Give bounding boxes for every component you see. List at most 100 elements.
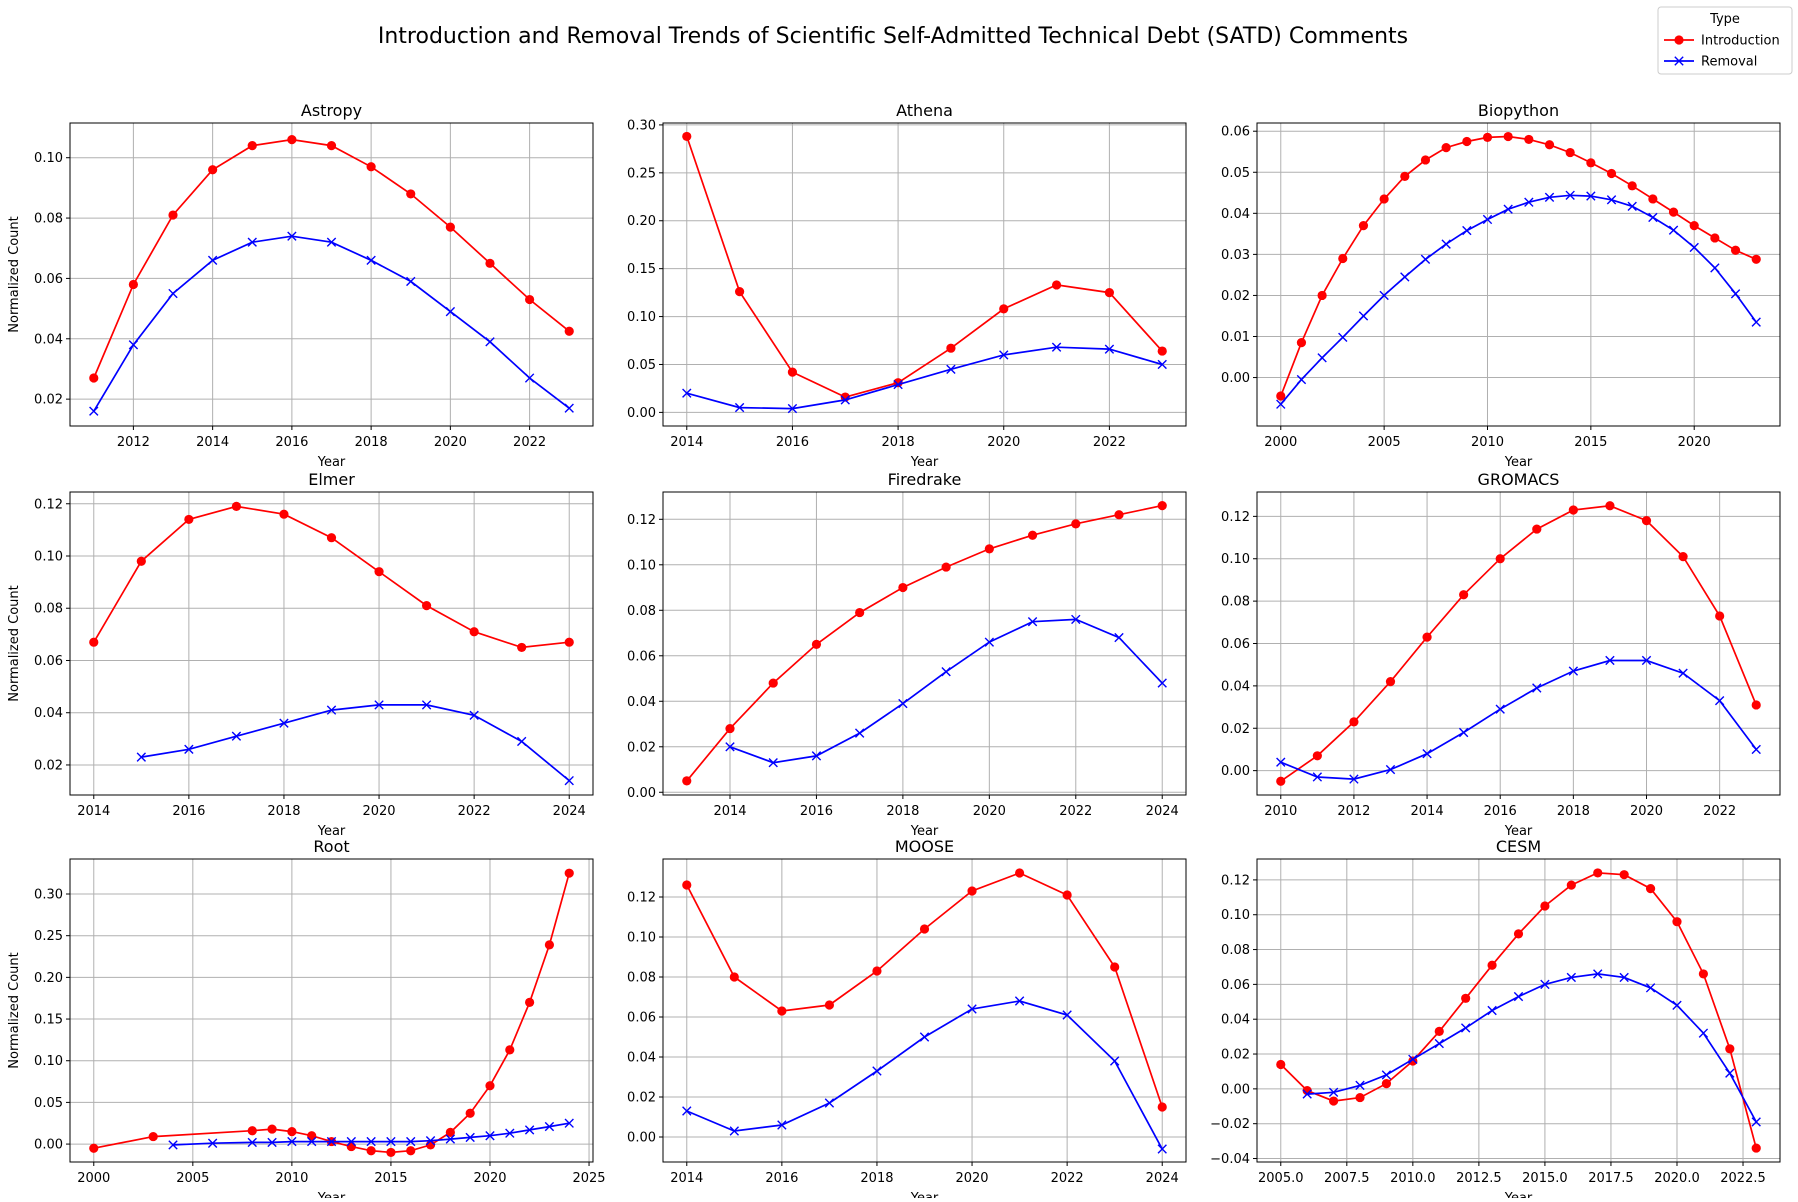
data-point [941, 562, 951, 572]
data-point [682, 1106, 692, 1116]
data-point [326, 705, 337, 715]
data-point [1672, 1000, 1682, 1010]
x-tick-label: 2015.0 [1522, 1171, 1568, 1186]
y-tick-label: 0.08 [1221, 943, 1250, 958]
subplot-title: Firedrake [888, 470, 962, 489]
data-point [287, 231, 297, 241]
y-tick-label: 0.10 [627, 310, 656, 325]
data-point [247, 237, 257, 247]
data-point [1566, 972, 1577, 983]
data-point [1296, 338, 1307, 348]
x-tick-label: 2018 [860, 1171, 893, 1186]
y-tick-label: 0.08 [627, 604, 656, 619]
x-tick-label: 2005 [1368, 435, 1401, 450]
series-removal [682, 996, 1167, 1154]
data-point [1157, 1102, 1167, 1112]
data-point [485, 258, 495, 268]
data-point [374, 567, 384, 577]
data-point [1606, 168, 1617, 179]
y-tick-label: 0.10 [34, 549, 63, 564]
data-point [89, 637, 99, 647]
data-point [1276, 776, 1286, 786]
x-tick-label: 2000 [1264, 435, 1297, 450]
axes-frame [1256, 858, 1781, 1163]
x-tick-label: 2017.5 [1588, 1171, 1634, 1186]
y-tick-label: 0.25 [34, 929, 63, 944]
data-point [1619, 972, 1629, 983]
data-point [1586, 158, 1596, 168]
data-point [1434, 1026, 1444, 1036]
x-tick-label: 2010 [1264, 804, 1297, 819]
y-tick-label: 0.06 [1221, 637, 1250, 652]
series-introduction [1276, 131, 1761, 401]
data-point [168, 210, 178, 220]
y-tick-label: 0.10 [34, 1054, 63, 1069]
data-point [1104, 344, 1115, 354]
data-point [729, 1126, 740, 1136]
series-introduction [89, 134, 574, 383]
data-point [267, 1124, 277, 1134]
data-point [854, 728, 865, 738]
y-tick-label: 0.10 [1221, 552, 1250, 567]
data-point [346, 1136, 357, 1147]
data-point [1689, 242, 1699, 253]
data-point [524, 373, 535, 383]
x-axis-label: Year [1504, 1191, 1533, 1198]
data-point [1495, 554, 1505, 564]
y-tick-label: 0.15 [627, 262, 656, 277]
x-tick-label: 2020 [987, 435, 1020, 450]
data-point [207, 1138, 218, 1148]
data-point [267, 1137, 277, 1148]
data-point [725, 742, 735, 752]
y-tick-label: 0.04 [1221, 679, 1250, 694]
series-removal [168, 1118, 574, 1150]
data-point [1524, 134, 1534, 145]
data-point [898, 582, 908, 593]
y-tick-label: 0.05 [1221, 166, 1250, 181]
y-tick-label: 0.02 [627, 740, 656, 755]
y-tick-label: 0.06 [34, 654, 63, 669]
data-point [89, 406, 99, 416]
data-point [1114, 632, 1124, 643]
data-point [1566, 880, 1576, 890]
x-axis-label: Year [317, 455, 346, 470]
series-line [1280, 504, 1757, 782]
data-point [445, 306, 456, 317]
subplots: 2012 2014 2016 2018 2020 2022 0.02 0.04 0.06 0.08… [7, 101, 1781, 1202]
data-point [544, 940, 555, 950]
data-point [1104, 288, 1114, 298]
data-point [1751, 744, 1761, 755]
x-tick-label: 2014 [77, 804, 110, 819]
x-tick-label: 2014 [1411, 804, 1444, 819]
legend-entry-removal: Removal [1664, 55, 1757, 70]
axes-frame [69, 858, 594, 1163]
data-point [247, 1137, 257, 1148]
data-point [1672, 917, 1682, 927]
data-point [1408, 1054, 1418, 1064]
subplot-athena: 2014 2016 2018 2020 2022 0.00 0.05 0.10 0.15 0.20… [627, 101, 1187, 470]
series-introduction [1276, 868, 1761, 1153]
x-tick-label: 2022 [1051, 1171, 1084, 1186]
data-point [1487, 960, 1497, 970]
y-tick-label: 0.06 [1221, 978, 1250, 993]
y-tick-label: 0.12 [627, 513, 656, 528]
x-axis-label: Year [1504, 824, 1533, 839]
x-axis-label: Year [317, 1191, 346, 1198]
data-point [1434, 1038, 1444, 1049]
data-point [1513, 929, 1524, 939]
data-point [1157, 678, 1167, 688]
series-removal [136, 700, 574, 786]
data-point [89, 373, 99, 383]
y-tick-label: 0.00 [1221, 764, 1250, 779]
y-tick-label: 0.06 [627, 649, 656, 664]
x-tick-label: 2018 [1557, 804, 1590, 819]
subplot-title: GROMACS [1478, 470, 1560, 489]
subplot-root: 2000 2005 2010 2015 2020 2025 0.00 0.05 0.10 0.15… [7, 837, 606, 1202]
data-point [1458, 727, 1469, 738]
data-point [1487, 1005, 1497, 1016]
subplot-title: Elmer [308, 470, 355, 489]
series-line [686, 872, 1164, 1108]
series-introduction [682, 868, 1167, 1112]
data-point [872, 966, 882, 976]
data-point [89, 1143, 99, 1153]
